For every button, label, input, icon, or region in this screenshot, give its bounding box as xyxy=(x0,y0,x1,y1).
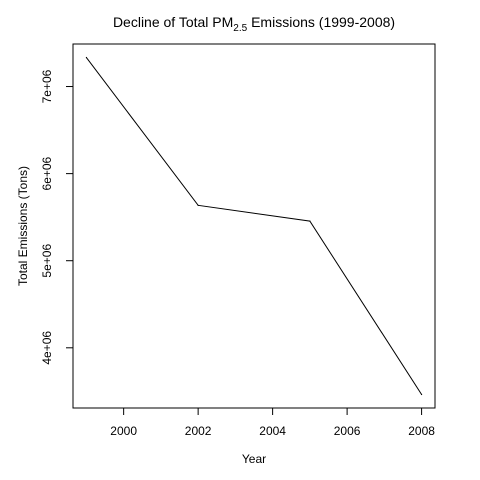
series-line xyxy=(86,57,423,395)
data-point xyxy=(420,393,423,396)
x-tick-label: 2004 xyxy=(259,424,286,438)
x-tick-label: 2002 xyxy=(185,424,212,438)
chart-title-suffix: Emissions (1999-2008) xyxy=(247,14,395,30)
data-point xyxy=(197,204,199,206)
plot-area xyxy=(72,43,436,409)
chart-title-main: Decline of Total PM xyxy=(113,14,233,30)
x-tick-label: 2006 xyxy=(334,424,361,438)
data-point xyxy=(309,220,311,222)
y-tick-label: 4e+06 xyxy=(40,331,54,365)
y-tick-label: 6e+06 xyxy=(40,156,54,190)
series-layer xyxy=(85,56,423,396)
chart-title: Decline of Total PM2.5 Emissions (1999-2… xyxy=(113,14,395,34)
y-tick-label: 7e+06 xyxy=(40,69,54,103)
x-tick-label: 2000 xyxy=(110,424,137,438)
x-tick-label: 2008 xyxy=(408,424,435,438)
data-point xyxy=(85,56,88,59)
y-axis: 4e+06 5e+06 6e+06 7e+06 xyxy=(40,69,74,365)
y-tick-label: 5e+06 xyxy=(40,244,54,278)
x-axis: 2000 2002 2004 2006 2008 xyxy=(110,407,435,438)
x-axis-title: Year xyxy=(242,452,266,466)
y-axis-title: Total Emissions (Tons) xyxy=(16,166,30,286)
chart-title-subscript: 2.5 xyxy=(233,23,247,34)
